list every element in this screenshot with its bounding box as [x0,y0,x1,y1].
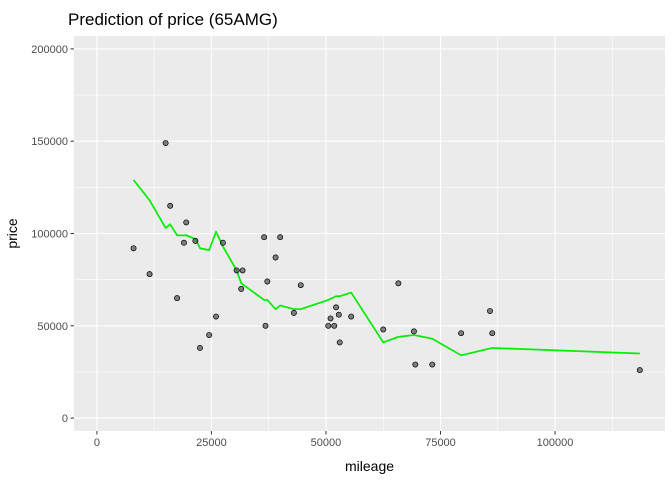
data-point [174,295,181,302]
prediction-line [132,179,640,357]
prediction-line-layer [132,179,640,357]
data-point [325,322,332,329]
y-tick-label: 200000 [31,44,68,56]
data-point [197,344,203,351]
x-tick-label: 0 [94,437,100,449]
y-tick-label: 0 [62,413,68,425]
data-point [327,315,334,322]
data-point [487,308,493,314]
data-point [261,234,268,241]
data-point [636,367,643,374]
data-point [410,328,417,335]
data-point [213,313,219,320]
y-axis-title: price [4,218,20,249]
data-point [336,339,343,346]
data-point [192,237,199,244]
data-point [331,322,338,329]
data-point [206,332,213,338]
data-point [277,234,284,241]
data-point [380,326,387,333]
data-point [219,239,226,246]
data-point [262,322,269,329]
data-point [429,361,436,368]
x-axis: 0 25000 50000 75000 100000 [94,431,574,449]
y-tick-label: 150000 [31,136,68,148]
data-point [238,285,245,292]
data-point [183,219,190,226]
x-axis-title: mileage [345,458,394,474]
data-point [162,140,169,147]
y-tick-label: 100000 [31,229,68,241]
data-point [181,239,187,246]
data-point [239,267,246,274]
data-points-layer [130,140,643,374]
data-point [167,202,174,209]
data-point [264,278,271,285]
x-tick-label: 75000 [425,437,456,449]
chart-title: Prediction of price (65AMG) [68,10,278,29]
data-point [290,309,297,316]
data-point [272,254,279,261]
data-point [333,304,340,311]
data-point [130,245,137,252]
data-point [335,311,342,318]
data-point [412,361,419,368]
x-tick-label: 25000 [196,437,227,449]
data-point [146,271,153,278]
y-axis: 0 50000 100000 150000 200000 [31,44,74,425]
x-tick-label: 50000 [311,437,342,449]
x-tick-label: 100000 [537,437,574,449]
data-point [348,313,355,320]
data-point [458,330,465,337]
grid-major [74,36,665,431]
data-point [233,267,240,274]
y-tick-label: 50000 [37,321,68,333]
data-point [489,330,496,337]
data-point [395,280,402,287]
data-point [297,282,304,289]
